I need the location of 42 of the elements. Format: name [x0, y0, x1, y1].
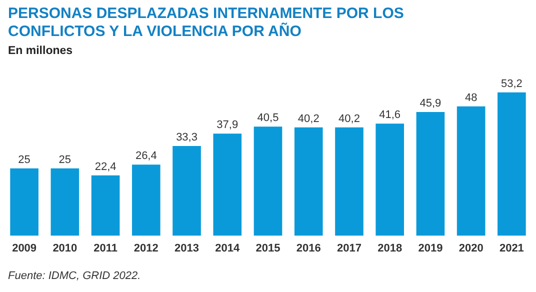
bar [254, 126, 282, 236]
data-label: 37,9 [216, 119, 238, 132]
data-label: 33,3 [176, 132, 198, 144]
bar [335, 127, 364, 236]
bar [294, 127, 323, 236]
bar [91, 175, 120, 236]
x-tick-label: 2019 [418, 242, 443, 254]
x-tick-label: 2016 [296, 242, 321, 254]
bar [456, 106, 486, 236]
bar [172, 146, 201, 236]
data-label: 25 [18, 154, 30, 166]
x-tick-label: 2014 [215, 242, 240, 254]
bar [10, 168, 38, 236]
x-tick-label: 2020 [458, 242, 484, 254]
x-tick-label: 2015 [256, 242, 280, 254]
source-note: Fuente: IDMC, GRID 2022. [8, 270, 141, 282]
bar [213, 134, 242, 236]
data-label: 40,2 [298, 112, 320, 125]
chart-subtitle: En millones [8, 45, 73, 57]
data-label: 26,4 [135, 150, 157, 162]
bar [498, 92, 526, 236]
x-tick-label: 2017 [336, 242, 362, 254]
chart-title: PERSONAS DESPLAZADAS INTERNAMENTE POR LOS CONFLICTOS Y LA VIOLENCIA POR AÑO [8, 5, 405, 41]
bar [416, 112, 445, 236]
data-label: 48 [464, 92, 478, 104]
bar [50, 168, 80, 236]
x-tick-label: 2011 [94, 242, 118, 254]
data-label: 25 [58, 154, 72, 166]
x-tick-label: 2018 [378, 242, 402, 254]
x-tick-label: 2012 [134, 242, 158, 254]
x-tick-label: 2009 [12, 242, 37, 254]
data-label: 40,5 [257, 112, 279, 124]
bar [376, 124, 404, 236]
data-label: 45,9 [420, 98, 442, 110]
x-tick-label: 2013 [174, 242, 200, 254]
x-tick-label: 2010 [52, 242, 78, 254]
x-tick-label: 2021 [499, 242, 524, 254]
data-label: 40,2 [338, 112, 360, 125]
bar [132, 164, 160, 236]
data-label: 53,2 [500, 78, 522, 90]
data-label: 41,6 [379, 109, 401, 122]
data-label: 22,4 [94, 160, 116, 173]
